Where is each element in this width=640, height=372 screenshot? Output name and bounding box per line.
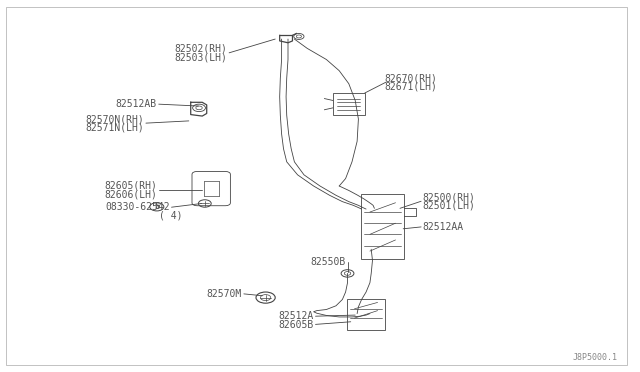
Text: S: S xyxy=(154,202,159,211)
Bar xyxy=(361,194,404,260)
Text: 82500(RH): 82500(RH) xyxy=(422,192,476,202)
Bar xyxy=(347,298,385,330)
Text: 82502(RH): 82502(RH) xyxy=(174,44,227,53)
Text: J8P5000.1: J8P5000.1 xyxy=(573,353,618,362)
Text: 82512A: 82512A xyxy=(278,311,314,321)
Text: 82670(RH): 82670(RH) xyxy=(384,73,437,83)
Text: 82570N(RH): 82570N(RH) xyxy=(85,114,144,124)
Text: 82571N(LH): 82571N(LH) xyxy=(85,122,144,132)
Bar xyxy=(333,93,365,115)
Text: 82605(RH): 82605(RH) xyxy=(104,181,157,191)
Text: ( 4): ( 4) xyxy=(159,211,182,221)
Text: 82501(LH): 82501(LH) xyxy=(422,201,476,211)
Text: 82512AB: 82512AB xyxy=(116,99,157,109)
Text: 82512AA: 82512AA xyxy=(422,222,463,232)
Text: 82550B: 82550B xyxy=(310,257,346,267)
Text: 82605B: 82605B xyxy=(278,321,314,330)
Text: 82570M: 82570M xyxy=(207,289,242,299)
Text: 08330-62542: 08330-62542 xyxy=(105,202,170,212)
Text: 82606(LH): 82606(LH) xyxy=(104,190,157,199)
Text: 82503(LH): 82503(LH) xyxy=(174,53,227,62)
Text: 82671(LH): 82671(LH) xyxy=(384,81,437,91)
